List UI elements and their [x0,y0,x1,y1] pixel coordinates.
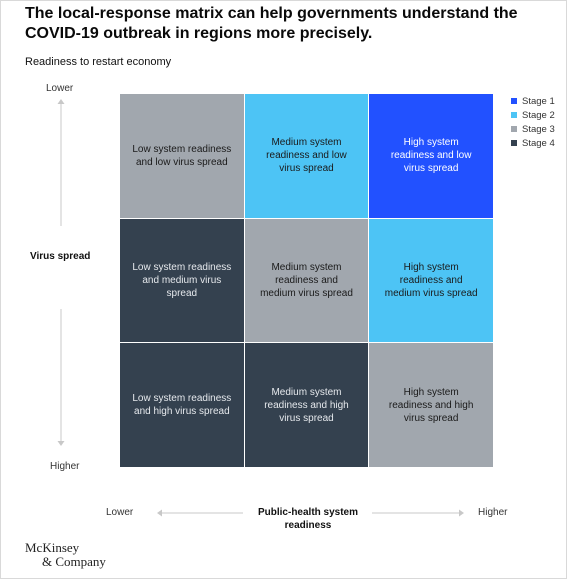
matrix-cell: Low system readiness and low virus sprea… [120,94,244,218]
legend-item: Stage 4 [511,136,555,150]
x-axis-left-label: Lower [106,507,134,518]
x-axis-title: Public-health system readiness [257,507,359,531]
y-axis-up-arrow [57,99,65,226]
legend-swatch [511,112,517,118]
legend-label: Stage 3 [522,123,555,135]
y-axis-top-label: Lower [46,83,74,94]
legend-label: Stage 4 [522,137,555,149]
matrix-cell-text: High system readiness and high virus spr… [388,386,474,424]
matrix-cell-text: Medium system readiness and medium virus… [260,261,353,299]
matrix-cell: Medium system readiness and low virus sp… [244,94,369,218]
mckinsey-logo: McKinsey & Company [25,541,106,569]
logo-line-1: McKinsey [25,540,80,555]
headline: The local-response matrix can help gover… [25,5,518,42]
y-axis-down-arrow [57,309,65,446]
legend-swatch [511,126,517,132]
y-axis-title: Virus spread [30,251,91,262]
x-axis-left-arrow [157,509,243,517]
matrix-cell-text: Low system readiness and high virus spre… [132,393,232,418]
response-matrix: Low system readiness and low virus sprea… [120,94,493,467]
matrix-cell-text: Low system readiness and medium virus sp… [132,261,232,299]
matrix-cell-text: Medium system readiness and high virus s… [264,386,349,424]
legend-swatch [511,140,517,146]
legend: Stage 1 Stage 2 Stage 3 Stage 4 [511,94,555,150]
matrix-cell: High system readiness and medium virus s… [369,218,493,343]
legend-label: Stage 1 [522,95,555,107]
matrix-cell: High system readiness and low virus spre… [369,94,493,218]
matrix-cell: Medium system readiness and medium virus… [244,218,369,343]
matrix-cell: High system readiness and high virus spr… [369,343,493,467]
matrix-cell: Low system readiness and high virus spre… [120,343,244,467]
legend-swatch [511,98,517,104]
logo-line-2: & Company [42,554,106,569]
legend-item: Stage 2 [511,108,555,122]
matrix-cell-text: Low system readiness and low virus sprea… [132,143,232,168]
subtitle: Readiness to restart economy [25,56,172,68]
legend-item: Stage 1 [511,94,555,108]
matrix-cell-text: High system readiness and medium virus s… [384,261,478,299]
x-axis-right-label: Higher [478,507,508,518]
y-axis-bottom-label: Higher [50,461,80,472]
matrix-cell-text: Medium system readiness and low virus sp… [266,137,347,175]
legend-item: Stage 3 [511,122,555,136]
matrix-cell: Medium system readiness and high virus s… [244,343,369,467]
x-axis-right-arrow [372,509,464,517]
legend-label: Stage 2 [522,109,555,121]
matrix-cell: Low system readiness and medium virus sp… [120,218,244,343]
matrix-cell-text: High system readiness and low virus spre… [390,137,472,175]
